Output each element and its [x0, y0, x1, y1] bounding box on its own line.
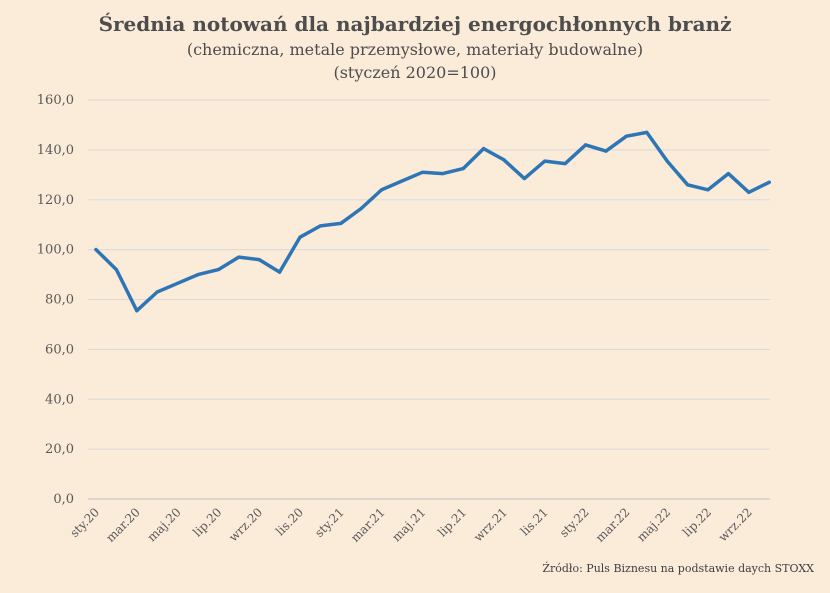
data-point [298, 235, 302, 239]
data-point [441, 171, 445, 176]
x-tick-label: wrz.20 [226, 505, 265, 544]
data-point [563, 161, 567, 166]
data-point [502, 158, 506, 162]
plot-area [94, 130, 771, 313]
y-tick-label: 0,0 [53, 492, 74, 507]
data-point [278, 270, 282, 274]
data-point [339, 221, 343, 226]
data-point [114, 267, 118, 272]
y-tick-label: 100,0 [37, 243, 74, 258]
y-tick-label: 60,0 [45, 342, 74, 357]
data-point [135, 309, 139, 313]
data-point [420, 170, 424, 174]
data-point [380, 188, 384, 192]
data-point [726, 171, 731, 176]
x-tick-label: lis.20 [273, 505, 306, 538]
x-tick-label: maj.22 [634, 505, 673, 544]
chart-title: Średnia notowań dla najbardziej energoch… [98, 12, 732, 36]
chart-subtitle-base: (styczeń 2020=100) [333, 63, 497, 82]
source-note: Źródło: Puls Biznesu na podstawie daych … [542, 562, 814, 575]
data-point [482, 147, 486, 151]
data-point [257, 258, 261, 262]
data-point [584, 143, 588, 147]
y-tick-label: 160,0 [37, 93, 74, 108]
data-point [706, 188, 710, 192]
x-axis: sty.20 mar.20 maj.20 lip.20 wrz.20 lis.20 sty.… [67, 505, 755, 545]
y-axis: 0,0 20,0 40,0 60,0 80,0 100,0 120,0 140,0 160,0 [37, 93, 74, 507]
data-point [747, 190, 751, 194]
data-point [686, 183, 690, 187]
data-point [359, 206, 363, 211]
x-tick-label: mar.22 [593, 505, 633, 545]
y-tick-label: 80,0 [45, 293, 74, 308]
x-tick-label: wrz.21 [471, 505, 510, 544]
data-point [604, 149, 608, 153]
x-tick-label: wrz.22 [716, 505, 755, 544]
x-tick-label: sty.21 [312, 505, 347, 540]
data-point [461, 166, 465, 171]
data-point [400, 179, 404, 183]
x-tick-label: maj.21 [389, 505, 428, 544]
x-tick-label: lip.21 [435, 505, 469, 539]
x-tick-label: sty.20 [67, 505, 102, 540]
data-point [155, 290, 159, 294]
data-point [543, 159, 547, 163]
x-tick-label: lis.21 [518, 505, 551, 538]
x-tick-label: mar.20 [103, 505, 143, 545]
data-point [624, 134, 629, 138]
y-tick-label: 120,0 [37, 193, 74, 208]
data-point [176, 281, 180, 285]
x-tick-label: lip.22 [680, 505, 714, 539]
data-point [522, 176, 527, 181]
chart-subtitle: (chemiczna, metale przemysłowe, materiał… [186, 40, 644, 59]
x-tick-label: lip.20 [190, 505, 224, 539]
data-point [318, 224, 322, 228]
y-tick-label: 20,0 [45, 442, 74, 457]
x-tick-label: mar.21 [348, 505, 388, 545]
data-point [767, 180, 771, 184]
gridlines [88, 99, 770, 500]
y-tick-label: 40,0 [45, 392, 74, 407]
data-point [196, 272, 200, 277]
data-point [237, 255, 241, 259]
data-point [665, 159, 669, 163]
series-line [94, 130, 771, 313]
y-tick-label: 140,0 [37, 143, 74, 158]
x-tick-label: maj.20 [145, 505, 184, 544]
data-point [94, 248, 98, 252]
data-point [216, 267, 220, 272]
x-tick-label: sty.22 [557, 505, 592, 540]
data-point [645, 130, 649, 135]
